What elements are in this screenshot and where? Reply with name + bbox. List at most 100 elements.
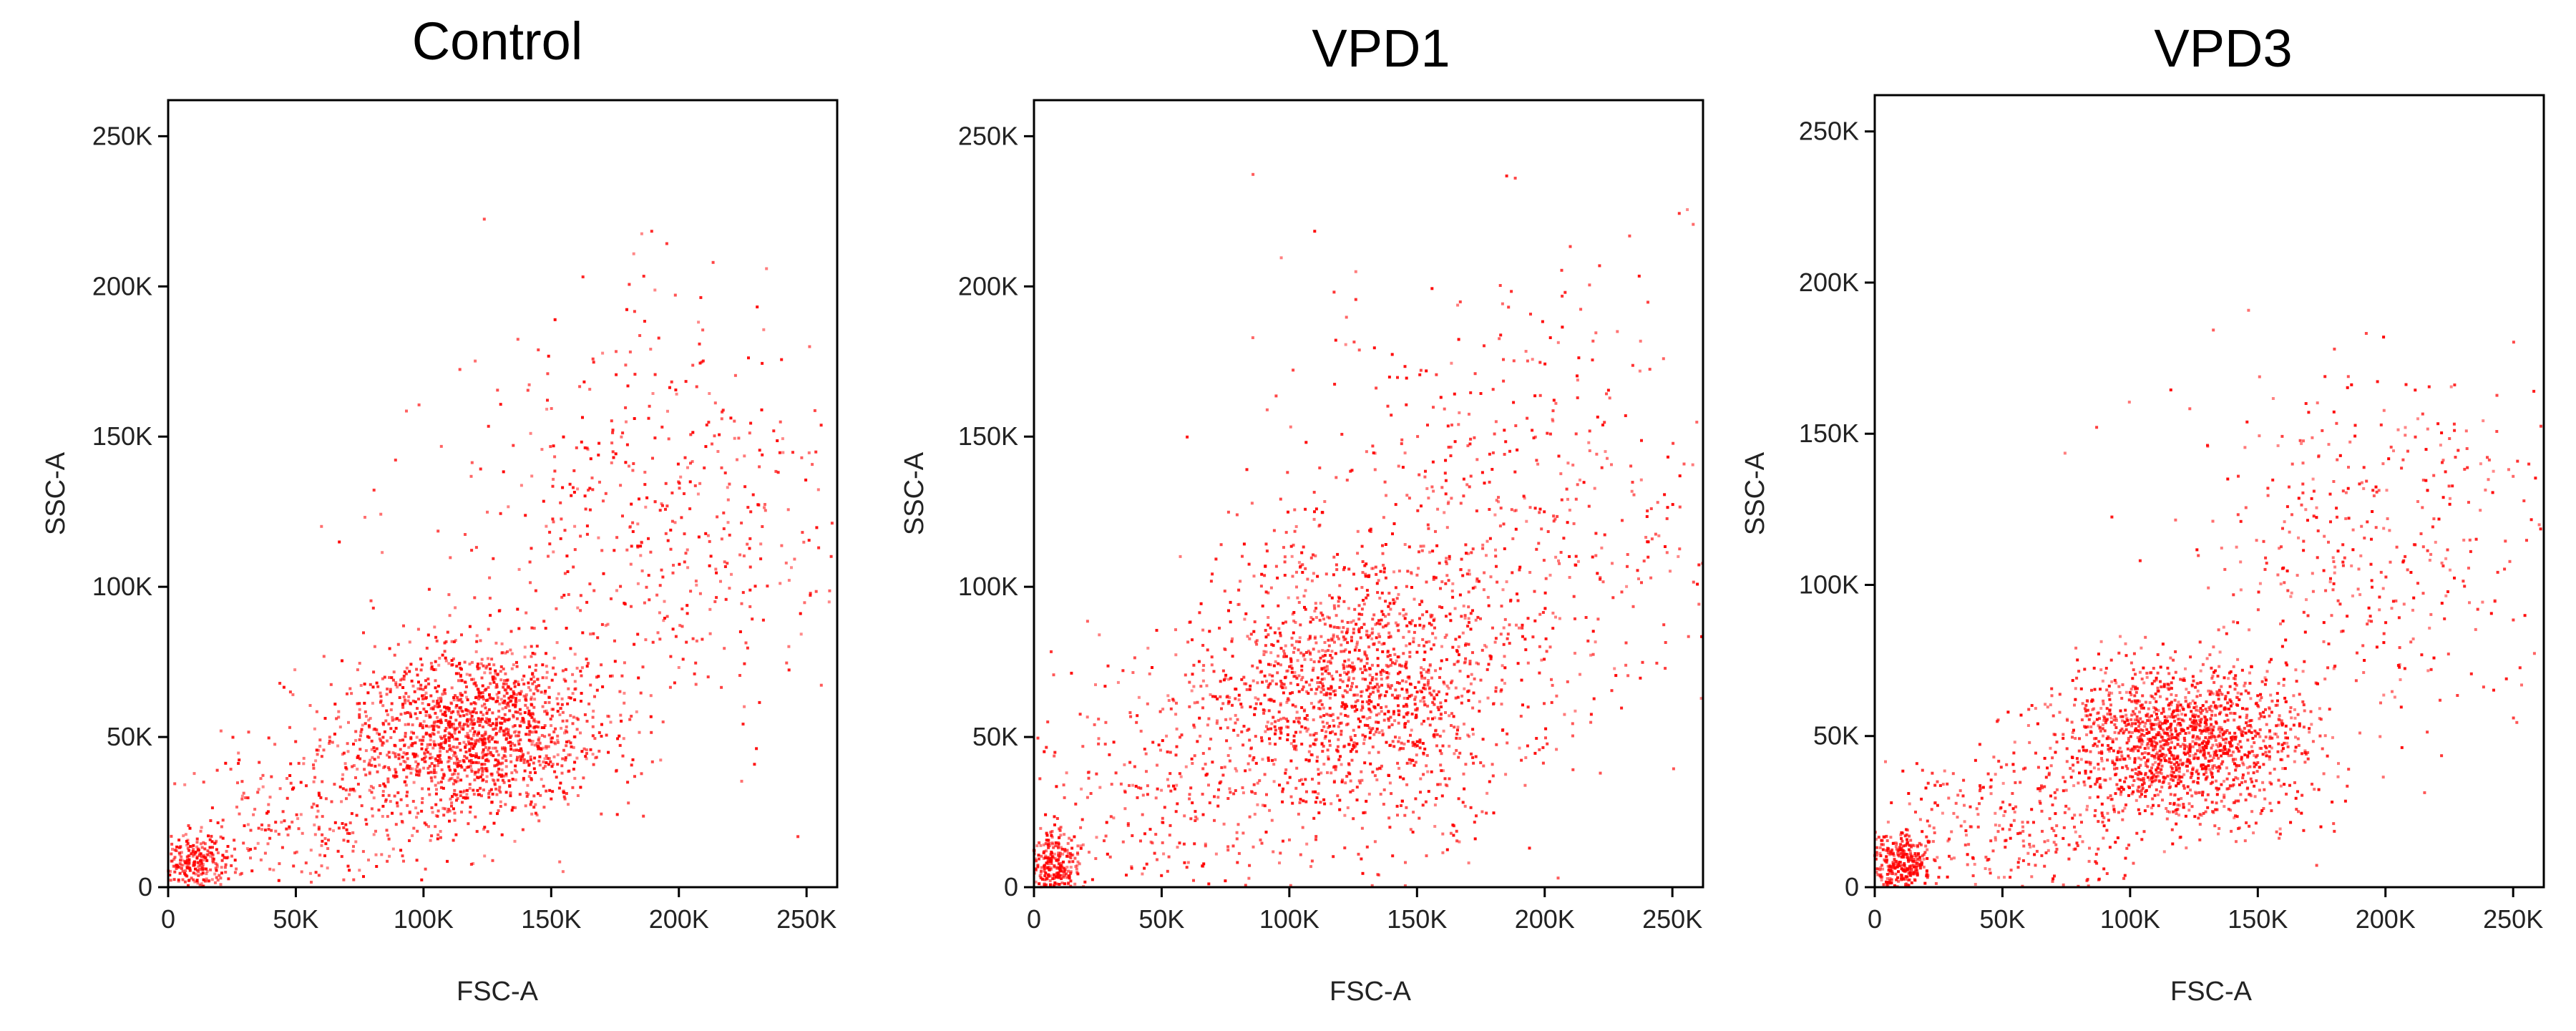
scatter-point	[464, 756, 468, 760]
scatter-point	[650, 731, 653, 734]
scatter-point	[233, 859, 237, 862]
scatter-point	[220, 859, 224, 862]
scatter-point	[233, 847, 236, 851]
scatter-point	[1441, 851, 1445, 854]
scatter-point	[1151, 741, 1155, 744]
scatter-point	[480, 658, 484, 661]
scatter-point	[512, 703, 515, 707]
scatter-point	[1052, 673, 1055, 677]
scatter-point	[1234, 789, 1237, 792]
scatter-point	[404, 692, 408, 695]
scatter-point	[1332, 604, 1336, 607]
scatter-point	[459, 764, 462, 768]
scatter-point	[1308, 651, 1312, 655]
scatter-point	[688, 480, 692, 484]
scatter-point	[395, 801, 399, 805]
scatter-point	[464, 751, 468, 753]
scatter-point	[1328, 672, 1331, 675]
scatter-point	[460, 633, 463, 637]
scatter-point	[488, 720, 491, 723]
scatter-point	[550, 724, 553, 728]
scatter-point	[316, 753, 319, 756]
scatter-point	[1606, 389, 1610, 392]
scatter-point	[336, 849, 340, 853]
scatter-point	[1457, 423, 1460, 426]
scatter-point	[1390, 693, 1394, 697]
scatter-point	[447, 721, 451, 725]
scatter-point	[501, 707, 504, 710]
scatter-point	[1048, 883, 1052, 886]
scatter-point	[642, 275, 645, 278]
scatter-point	[1386, 655, 1390, 658]
scatter-point	[743, 705, 746, 708]
scatter-point	[1244, 682, 1248, 685]
scatter-point	[188, 826, 192, 830]
scatter-point	[509, 688, 512, 691]
scatter-point	[1330, 650, 1334, 653]
scatter-point	[1188, 797, 1191, 801]
scatter-point	[1387, 710, 1390, 713]
scatter-point	[1374, 565, 1377, 569]
scatter-point	[680, 516, 683, 519]
scatter-point	[436, 715, 439, 719]
scatter-point	[321, 815, 324, 819]
scatter-point	[214, 866, 218, 870]
scatter-point	[477, 697, 481, 700]
scatter-point	[493, 764, 497, 768]
scatter-point	[494, 758, 497, 762]
scatter-point	[723, 565, 727, 568]
scatter-point	[1273, 725, 1277, 728]
scatter-point	[186, 866, 189, 869]
scatter-point	[184, 861, 187, 865]
scatter-point	[1455, 736, 1458, 740]
scatter-point	[203, 879, 207, 883]
scatter-point	[402, 751, 406, 755]
scatter-point	[1349, 779, 1352, 783]
scatter-point	[315, 748, 318, 752]
scatter-point	[1360, 857, 1363, 861]
scatter-point	[1229, 600, 1232, 604]
scatter-point	[569, 696, 572, 700]
scatter-point	[572, 715, 575, 719]
scatter-point	[1044, 813, 1048, 816]
scatter-point	[499, 665, 503, 668]
scatter-point	[1387, 717, 1390, 720]
scatter-point	[417, 773, 421, 777]
scatter-point	[1280, 682, 1284, 685]
scatter-point	[1380, 710, 1383, 713]
scatter-point	[1204, 842, 1207, 846]
scatter-point	[416, 673, 419, 677]
scatter-point	[412, 731, 415, 735]
scatter-point	[1407, 545, 1411, 549]
scatter-point	[534, 720, 537, 723]
scatter-point	[1433, 703, 1436, 706]
scatter-point	[1055, 817, 1059, 820]
scatter-point	[509, 754, 512, 757]
scatter-point	[1321, 750, 1324, 753]
scatter-point	[1221, 669, 1225, 673]
scatter-point	[1407, 630, 1411, 633]
scatter-point	[1368, 731, 1372, 734]
scatter-point	[530, 547, 533, 550]
scatter-point	[500, 651, 504, 655]
scatter-point	[293, 668, 297, 672]
scatter-point	[1222, 822, 1226, 826]
scatter-point	[208, 838, 212, 841]
scatter-point	[1433, 803, 1437, 807]
scatter-point	[472, 744, 476, 748]
scatter-point	[370, 739, 374, 743]
scatter-point	[1376, 591, 1380, 595]
scatter-point	[1252, 845, 1255, 849]
scatter-point	[390, 676, 394, 680]
scatter-point	[1576, 396, 1579, 399]
scatter-point	[404, 672, 408, 675]
scatter-point	[354, 738, 358, 742]
scatter-point	[1294, 705, 1297, 708]
scatter-point	[530, 678, 533, 681]
scatter-point	[1269, 663, 1272, 667]
scatter-point	[1239, 580, 1242, 583]
scatter-point	[364, 516, 366, 519]
scatter-point	[1394, 586, 1397, 590]
scatter-point	[1210, 663, 1214, 667]
scatter-point	[572, 768, 575, 771]
